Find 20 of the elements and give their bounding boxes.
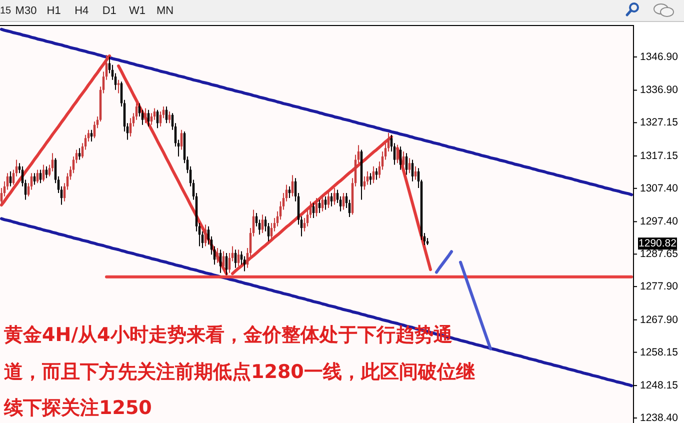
- y-tick-label: 1346.90: [640, 50, 678, 63]
- y-tick-label: 1336.90: [640, 84, 678, 96]
- y-tick-label: 1267.90: [640, 314, 678, 326]
- text: M30: [15, 5, 37, 17]
- y-tick-label: 1297.40: [640, 216, 678, 228]
- text: 15: [0, 6, 12, 16]
- y-tick-label: 1238.40: [640, 412, 678, 423]
- y-tick-label: 1258.15: [640, 346, 678, 358]
- y-tick-label: 1317.15: [640, 150, 678, 162]
- text: 1290.82: [638, 238, 677, 250]
- y-tick-label: 1327.15: [640, 116, 678, 129]
- text: W1: [128, 5, 146, 17]
- y-tick-label: 1307.40: [640, 182, 678, 194]
- text: H1: [46, 5, 61, 17]
- y-tick-label: 1248.15: [640, 380, 678, 392]
- text: D1: [102, 5, 116, 17]
- text: MN: [156, 5, 174, 17]
- y-tick-label: 1287.65: [640, 248, 678, 260]
- text: H4: [74, 5, 89, 17]
- y-tick-label: 1277.90: [640, 280, 678, 293]
